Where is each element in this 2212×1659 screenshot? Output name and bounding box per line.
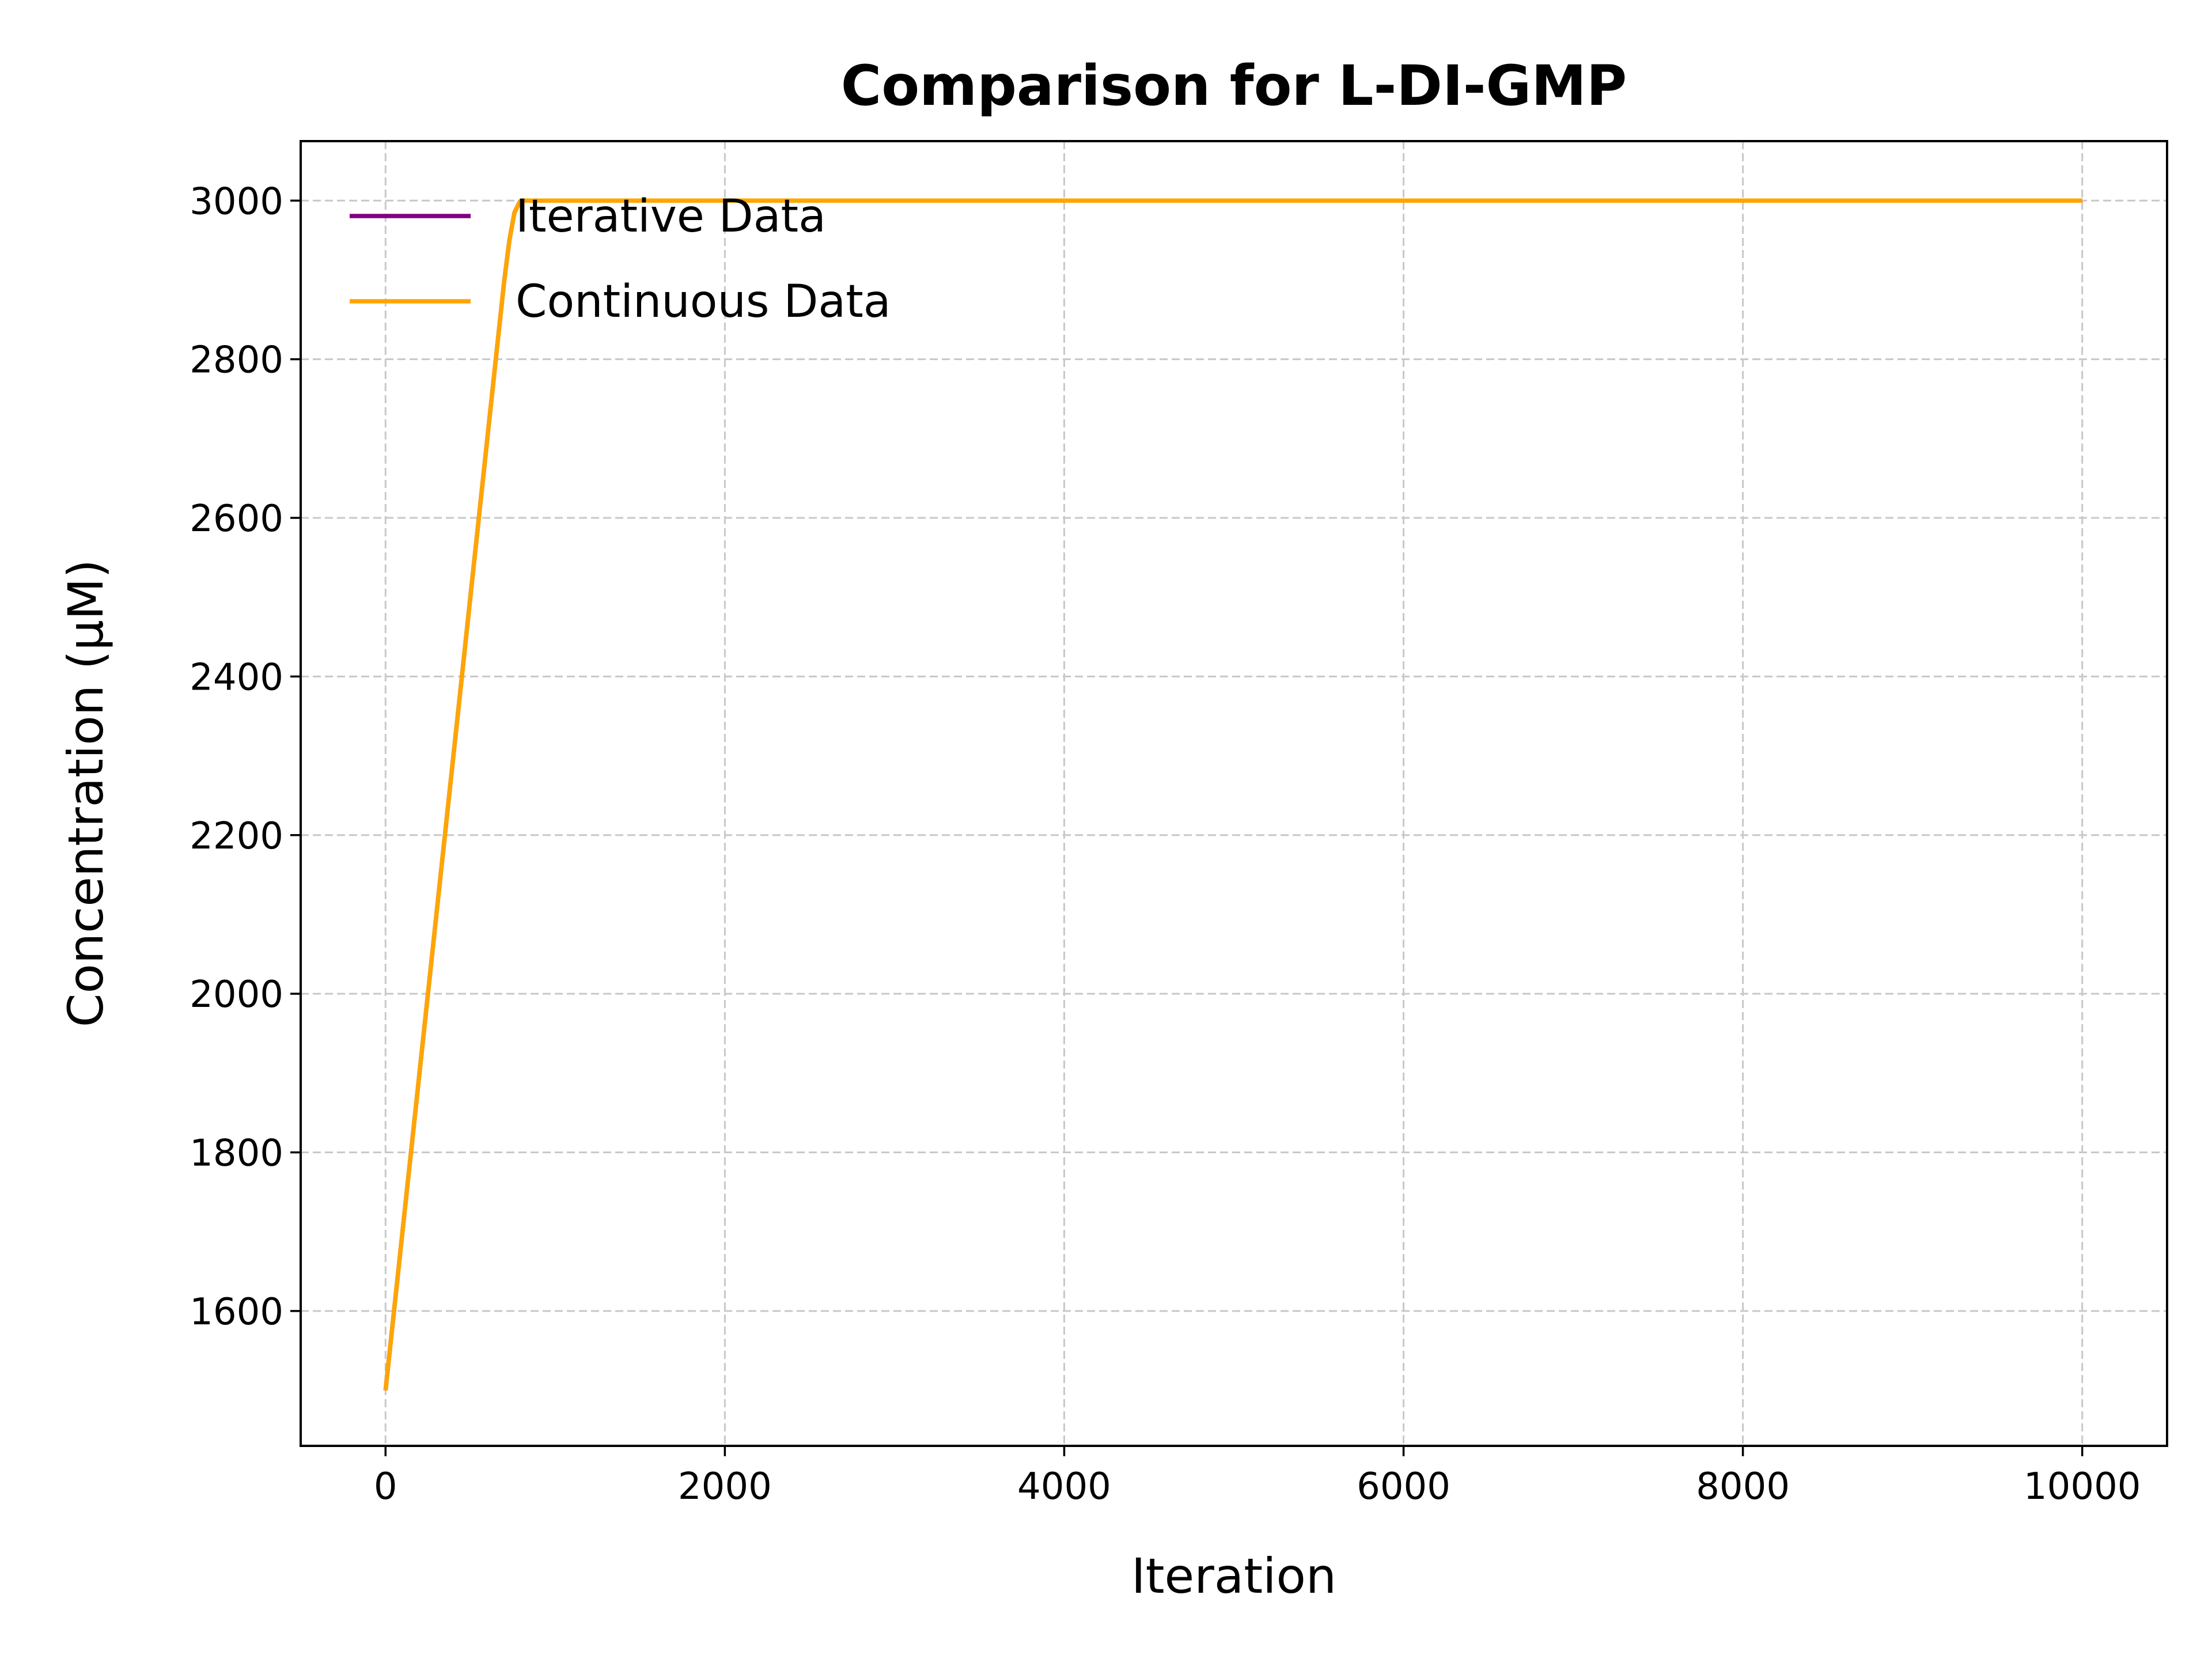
x-axis-label: Iteration [1131, 1548, 1336, 1604]
y-tick-label: 2000 [190, 974, 283, 1016]
y-tick-label: 1600 [190, 1291, 283, 1334]
y-tick-label: 2800 [190, 339, 283, 382]
legend-label-1: Iterative Data [516, 191, 826, 243]
x-tick-label: 6000 [1357, 1465, 1450, 1508]
x-tick-label: 2000 [678, 1465, 772, 1508]
chart-title: Comparison for L-DI-GMP [841, 54, 1627, 118]
series-lines [383, 198, 2082, 1391]
axis-ticks: 0 2000 4000 6000 8000 10000 1600 1800 2000 2200 24… [190, 180, 2141, 1508]
x-tick-label: 4000 [1017, 1465, 1111, 1508]
y-tick-label: 2400 [190, 656, 283, 699]
legend-label-2: Continuous Data [516, 276, 891, 328]
y-tick-label: 1800 [190, 1132, 283, 1175]
y-axis-label: Concentration (μM) [58, 559, 114, 1027]
y-tick-label: 3000 [190, 180, 283, 223]
plot-frame [300, 140, 2168, 1447]
series-line-2 [383, 198, 2082, 1391]
y-tick-label: 2600 [190, 498, 283, 540]
x-tick-label: 10000 [2024, 1465, 2141, 1508]
legend: Iterative Data Continuous Data [350, 191, 891, 328]
x-tick-label: 0 [374, 1465, 397, 1508]
x-tick-label: 8000 [1696, 1465, 1790, 1508]
y-tick-label: 2200 [190, 815, 283, 858]
